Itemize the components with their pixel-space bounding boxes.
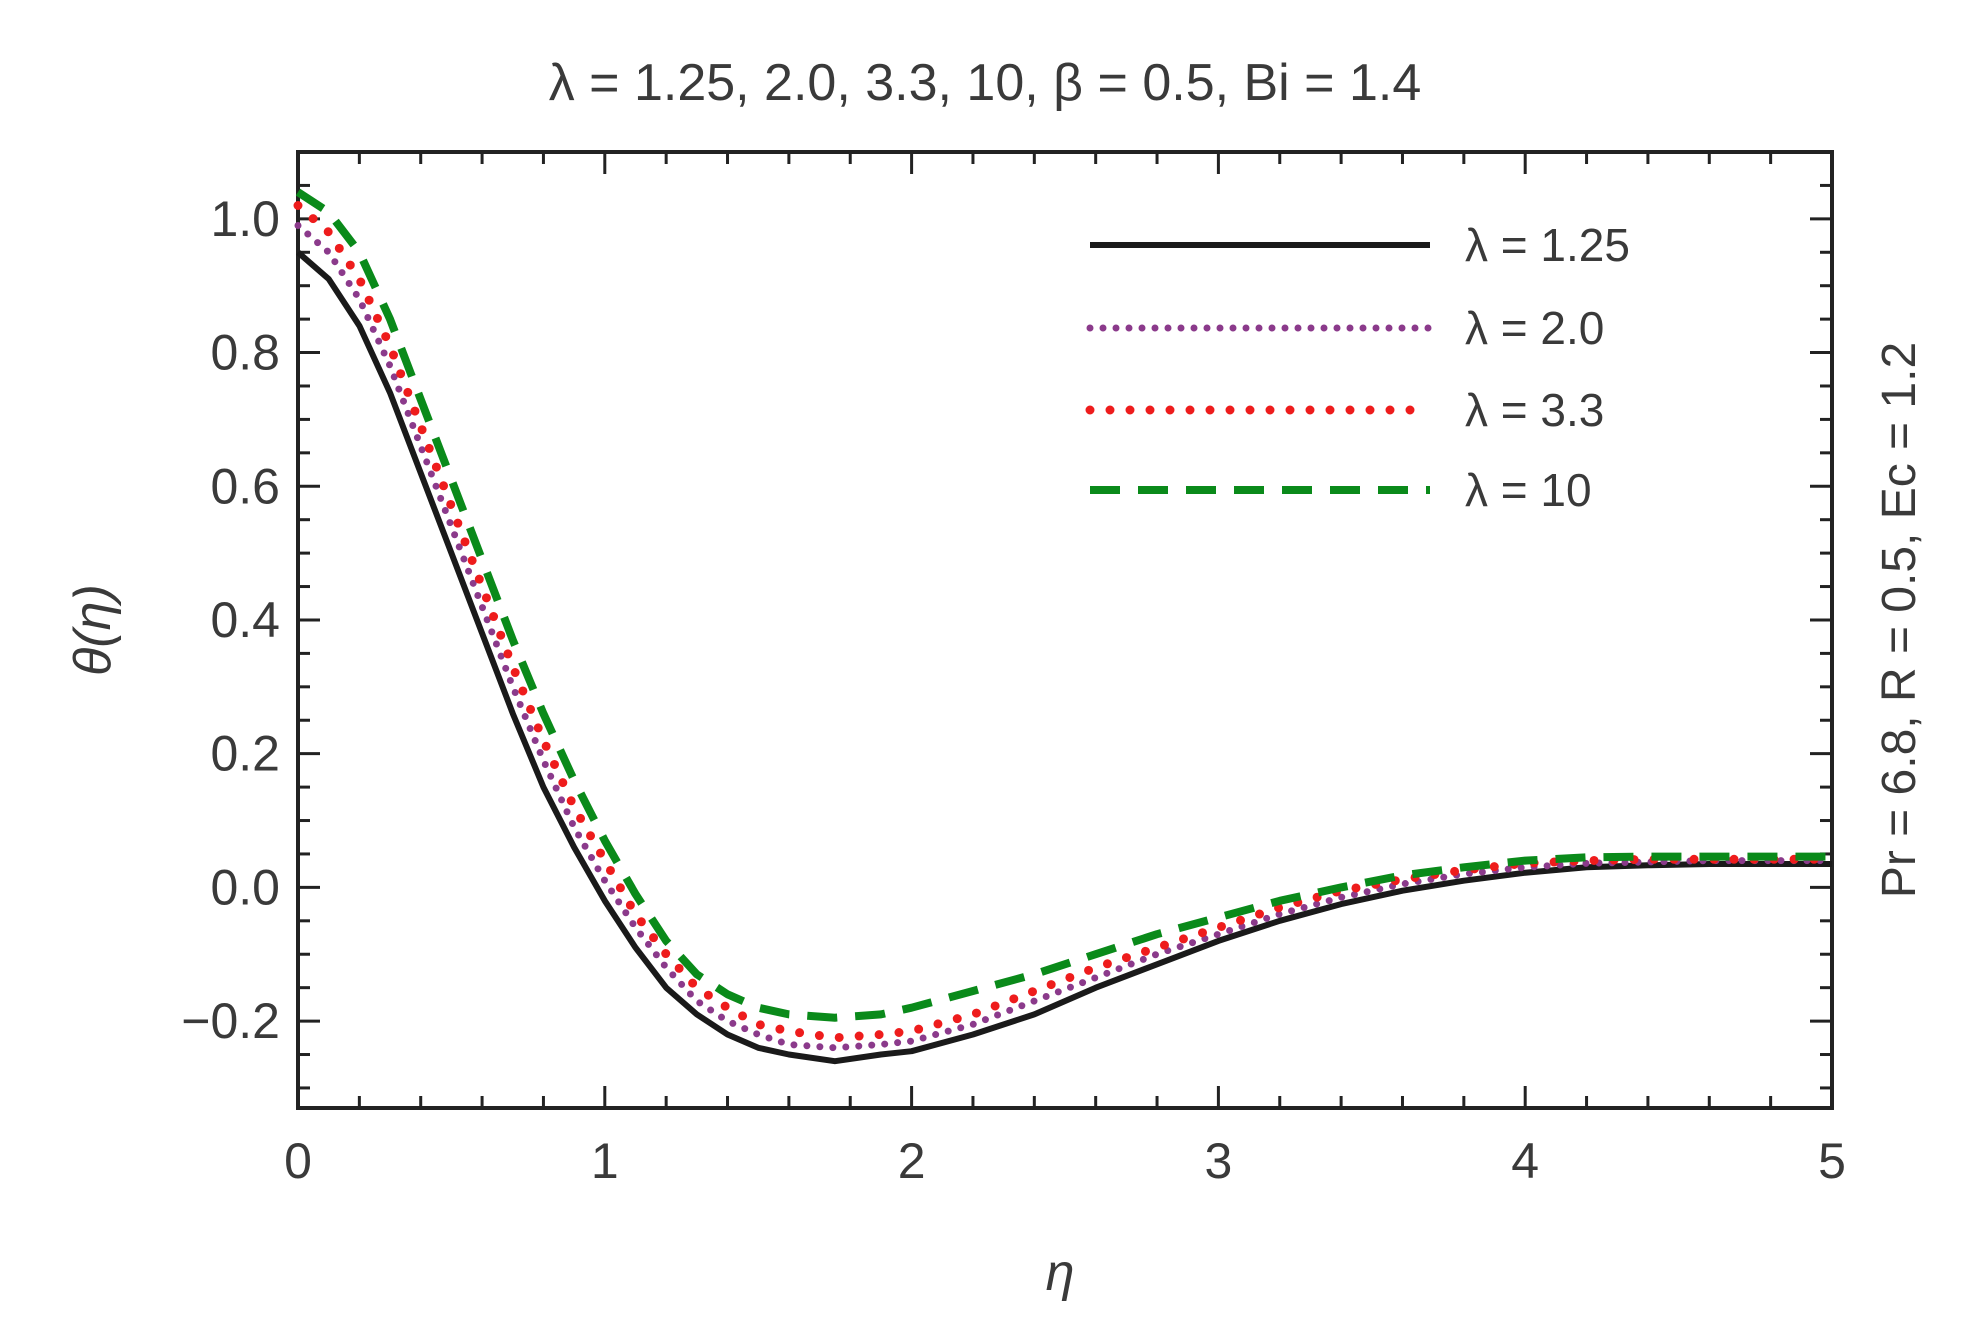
legend: λ = 1.25 λ = 2.0 λ = 3.3 λ = 10	[1085, 219, 1630, 516]
y-tick-labels: −0.2 0.0 0.2 0.4 0.6 0.8 1.0	[181, 191, 280, 1049]
y-tick-label: 0.6	[210, 458, 280, 514]
y-tick-label: 0.2	[210, 726, 280, 782]
x-tick-label: 0	[284, 1133, 312, 1189]
x-axis-label: η	[1046, 1244, 1075, 1302]
side-parameter-label: Pr = 6.8, R = 0.5, Ec = 1.2	[1873, 342, 1926, 898]
y-tick-label: 0.8	[210, 325, 280, 381]
y-tick-label: 0.4	[210, 592, 280, 648]
legend-label-0: λ = 1.25	[1465, 219, 1630, 271]
legend-label-3: λ = 10	[1465, 464, 1592, 516]
x-tick-labels: 0 1 2 3 4 5	[284, 1133, 1846, 1189]
x-tick-label: 1	[591, 1133, 619, 1189]
x-tick-label: 5	[1818, 1133, 1846, 1189]
y-tick-label: 0.0	[210, 859, 280, 915]
x-tick-label: 3	[1204, 1133, 1232, 1189]
x-tick-label: 2	[898, 1133, 926, 1189]
series-line-0	[296, 250, 1832, 1065]
y-tick-label: −0.2	[181, 993, 280, 1049]
x-tick-label: 4	[1511, 1133, 1539, 1189]
series-line-1	[294, 222, 1836, 1052]
series-line-3	[295, 188, 1832, 1022]
chart-title: λ = 1.25, 2.0, 3.3, 10, β = 0.5, Bi = 1.…	[549, 54, 1422, 112]
plot-frame	[296, 150, 1834, 1110]
y-axis-label: θ(η)	[64, 584, 122, 676]
axis-ticks	[296, 152, 1834, 1108]
legend-label-2: λ = 3.3	[1465, 384, 1604, 436]
y-tick-label: 1.0	[210, 191, 280, 247]
series-lines	[293, 188, 1837, 1065]
plot-area	[296, 150, 1834, 1110]
legend-label-1: λ = 2.0	[1465, 302, 1604, 354]
series-line-2	[293, 201, 1837, 1043]
